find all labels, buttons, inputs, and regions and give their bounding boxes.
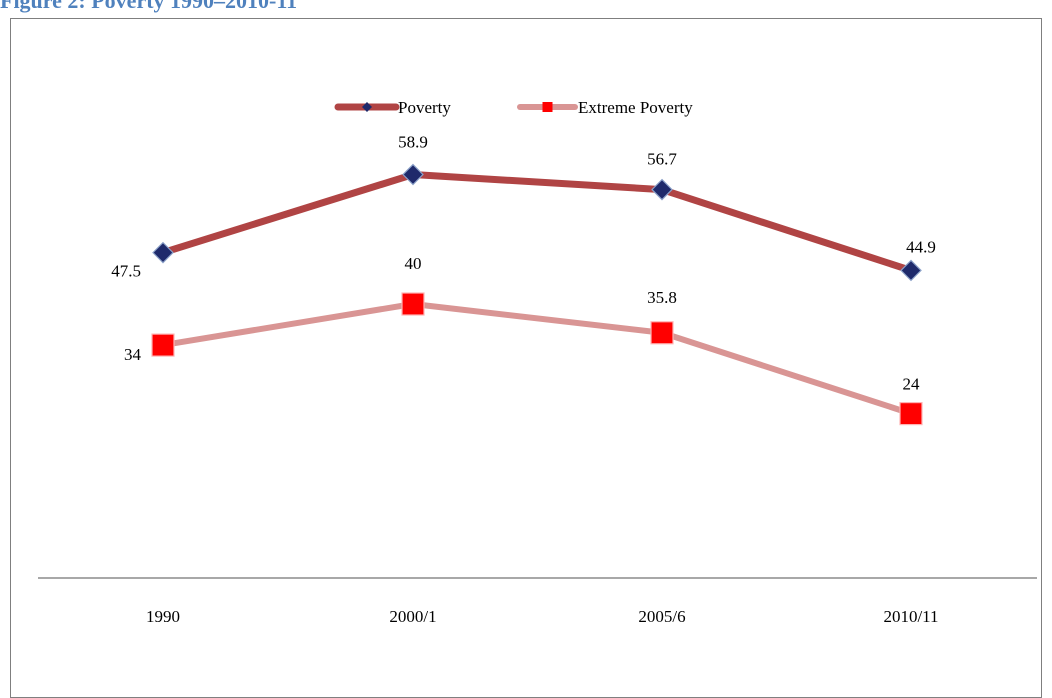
line-chart: Poverty Extreme Poverty 47.5 58.9 56.7 44.9 3…: [38, 98, 1037, 626]
x-tick-label: 1990: [146, 607, 180, 626]
legend-label: Extreme Poverty: [578, 98, 693, 117]
data-label: 35.8: [647, 288, 677, 307]
x-tick-label: 2010/11: [883, 607, 938, 626]
series-layer: 47.5 58.9 56.7 44.9 34 40 35.8 24: [111, 133, 936, 426]
legend-square-marker: [542, 102, 553, 112]
x-tick-label: 2005/6: [638, 607, 685, 626]
extreme-poverty-point-marker: [650, 321, 674, 345]
data-label: 44.9: [906, 237, 936, 256]
legend-label: Poverty: [398, 98, 451, 117]
poverty-point-marker: [900, 259, 922, 282]
legend-diamond-marker: [362, 102, 372, 112]
x-tick-labels: 1990 2000/1 2005/6 2010/11: [146, 607, 939, 626]
poverty-point-marker: [402, 163, 424, 186]
extreme-poverty-point-marker: [401, 292, 425, 316]
extreme-poverty-point-marker: [151, 333, 175, 357]
data-label: 34: [124, 345, 142, 364]
extreme-poverty-point-marker: [899, 402, 923, 426]
figure-title: Figure 2: Poverty 1990–2010-11: [0, 0, 298, 13]
data-label: 58.9: [398, 133, 428, 152]
series-line-extreme-poverty: [160, 301, 914, 417]
data-label: 40: [405, 254, 422, 273]
poverty-point-marker: [651, 178, 673, 201]
data-label: 47.5: [111, 262, 141, 281]
series-line-poverty: [159, 171, 915, 274]
x-tick-label: 2000/1: [389, 607, 436, 626]
chart-frame: [10, 18, 1042, 698]
data-label: 56.7: [647, 150, 677, 169]
poverty-point-marker: [152, 241, 174, 264]
data-label: 24: [903, 375, 921, 394]
legend: Poverty Extreme Poverty: [334, 98, 693, 117]
